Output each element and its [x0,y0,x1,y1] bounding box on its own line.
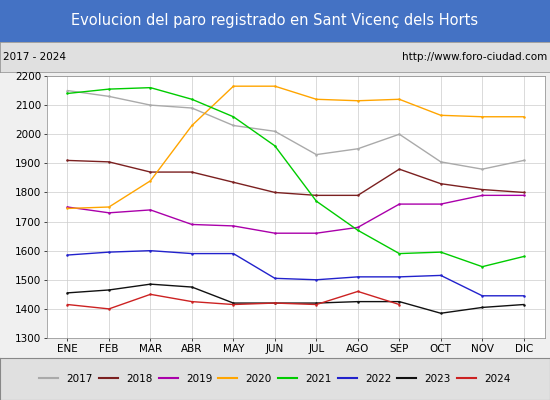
Text: Evolucion del paro registrado en Sant Vicenç dels Horts: Evolucion del paro registrado en Sant Vi… [72,14,478,28]
Text: 2017 - 2024: 2017 - 2024 [3,52,66,62]
Legend: 2017, 2018, 2019, 2020, 2021, 2022, 2023, 2024: 2017, 2018, 2019, 2020, 2021, 2022, 2023… [35,370,515,388]
Text: http://www.foro-ciudad.com: http://www.foro-ciudad.com [402,52,547,62]
